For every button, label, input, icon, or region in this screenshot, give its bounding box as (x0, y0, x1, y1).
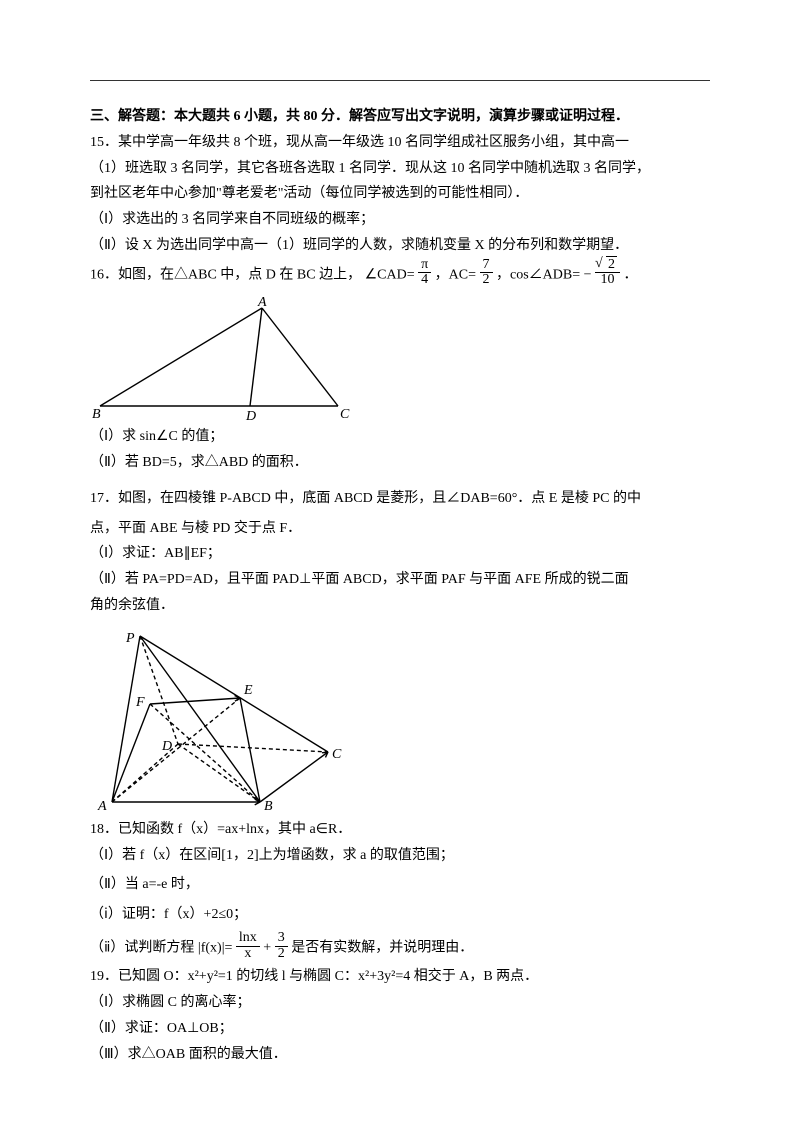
q17-l1: ．如图，在四棱锥 P-ABCD 中，底面 ABCD 是菱形，且∠DAB=60°．… (104, 491, 641, 506)
q18-frac1: lnx x (236, 931, 260, 961)
q18-f1-num: lnx (236, 931, 260, 947)
q16-ac-den: 2 (480, 273, 493, 288)
q16-cos-label: ，cos∠ADB= (496, 267, 580, 282)
q19-part2: （Ⅱ）求证：OA⊥OB； (90, 1017, 710, 1041)
q16-part2: （Ⅱ）若 BD=5，求△ABD 的面积． (90, 451, 710, 475)
q16-cad-den: 4 (418, 273, 431, 288)
q18-plus: + (263, 940, 271, 955)
q18-f2-den: 2 (275, 947, 288, 962)
q16-ac-num: 7 (480, 258, 493, 274)
q18-number: 18 (90, 822, 104, 837)
q19-part1: （Ⅰ）求椭圆 C 的离心率； (90, 991, 710, 1015)
q16-cos-num: 2 (595, 258, 620, 274)
q18-intro: ．已知函数 f（x）=ax+lnx，其中 a∈R． (104, 822, 351, 837)
q16-cos-frac: 2 10 (595, 258, 620, 288)
q18-pii-b: 是否有实数解，并说明理由． (291, 940, 473, 955)
q15-line2: （1）班选取 3 名同学，其它各班各选取 1 名同学．现从这 10 名同学中随机… (90, 157, 710, 181)
section-heading: 三、解答题：本大题共 6 小题，共 80 分．解答应写出文字说明，演算步骤或证明… (90, 105, 710, 129)
svg-text:C: C (340, 407, 350, 421)
top-rule (90, 80, 710, 81)
svg-text:A: A (97, 799, 107, 814)
q18-f1-den: x (236, 947, 260, 962)
q16-cos-den: 10 (595, 273, 620, 288)
q15-part1: （Ⅰ）求选出的 3 名同学来自不同班级的概率； (90, 208, 710, 232)
q18-pi: （ⅰ）证明：f（x）+2≤0； (90, 903, 710, 927)
svg-text:B: B (92, 407, 101, 421)
q16-period: ． (624, 267, 638, 282)
q18-pii-a: （ⅱ）试判断方程 (90, 940, 194, 955)
q18-frac2: 3 2 (275, 931, 288, 961)
svg-text:P: P (125, 631, 135, 646)
svg-text:D: D (245, 409, 256, 421)
q17-figure: P A B C D E F (90, 624, 350, 814)
svg-text:A: A (257, 296, 267, 310)
q18-part1: （Ⅰ）若 f（x）在区间[1，2]上为增函数，求 a 的取值范围； (90, 844, 710, 868)
q19-intro: ．已知圆 O：x²+y²=1 的切线 l 与椭圆 C：x²+3y²=4 相交于 … (104, 969, 538, 984)
q16-cad-label: ∠CAD= (365, 267, 415, 282)
q15-line3: 到社区老年中心参加"尊老爱老"活动（每位同学被选到的可能性相同）． (90, 182, 710, 206)
q16-cad-frac: π 4 (418, 258, 431, 288)
q16-part1: （Ⅰ）求 sin∠C 的值； (90, 425, 710, 449)
svg-text:C: C (332, 747, 342, 762)
q19-part3: （Ⅲ）求△OAB 面积的最大值． (90, 1043, 710, 1067)
q16-figure: A B C D (90, 296, 350, 421)
q16-intro-line: 16．如图，在△ABC 中，点 D 在 BC 边上， ∠CAD= π 4 ，AC… (90, 260, 710, 290)
q17-part1: （Ⅰ）求证：AB∥EF； (90, 542, 710, 566)
svg-text:D: D (161, 739, 172, 754)
q19-number: 19 (90, 969, 104, 984)
q16-cos-rad: 2 (606, 256, 617, 272)
svg-text:E: E (243, 683, 253, 698)
q16-ac-label: ，AC= (435, 267, 476, 282)
q16-intro: ．如图，在△ABC 中，点 D 在 BC 边上， (104, 267, 361, 282)
q17-part2b: 角的余弦值． (90, 594, 710, 618)
q16-cos-neg: − (584, 267, 592, 282)
q17-line2: 点，平面 ABE 与棱 PD 交于点 F． (90, 517, 710, 541)
q16-cad-num: π (418, 258, 431, 274)
q18-part2: （Ⅱ）当 a=-e 时， (90, 873, 710, 897)
q15-l1: ．某中学高一年级共 8 个班，现从高一年级选 10 名同学组成社区服务小组，其中… (104, 135, 629, 150)
q15-part2: （Ⅱ）设 X 为选出同学中高一（1）班同学的人数，求随机变量 X 的分布列和数学… (90, 234, 710, 258)
q17-number: 17 (90, 491, 104, 506)
q18-abs: |f(x)|= (198, 940, 233, 955)
q17-line1: 17．如图，在四棱锥 P-ABCD 中，底面 ABCD 是菱形，且∠DAB=60… (90, 487, 710, 511)
q19-intro-line: 19．已知圆 O：x²+y²=1 的切线 l 与椭圆 C：x²+3y²=4 相交… (90, 965, 710, 989)
q18-intro-line: 18．已知函数 f（x）=ax+lnx，其中 a∈R． (90, 818, 710, 842)
q15-number: 15 (90, 135, 104, 150)
svg-text:B: B (264, 799, 273, 814)
q16-ac-frac: 7 2 (480, 258, 493, 288)
q18-f2-num: 3 (275, 931, 288, 947)
q15-line1: 15．某中学高一年级共 8 个班，现从高一年级选 10 名同学组成社区服务小组，… (90, 131, 710, 155)
q16-number: 16 (90, 267, 104, 282)
svg-text:F: F (135, 695, 145, 710)
q18-pii-line: （ⅱ）试判断方程 |f(x)|= lnx x + 3 2 是否有实数解，并说明理… (90, 933, 710, 963)
q17-part2a: （Ⅱ）若 PA=PD=AD，且平面 PAD⊥平面 ABCD，求平面 PAF 与平… (90, 568, 710, 592)
